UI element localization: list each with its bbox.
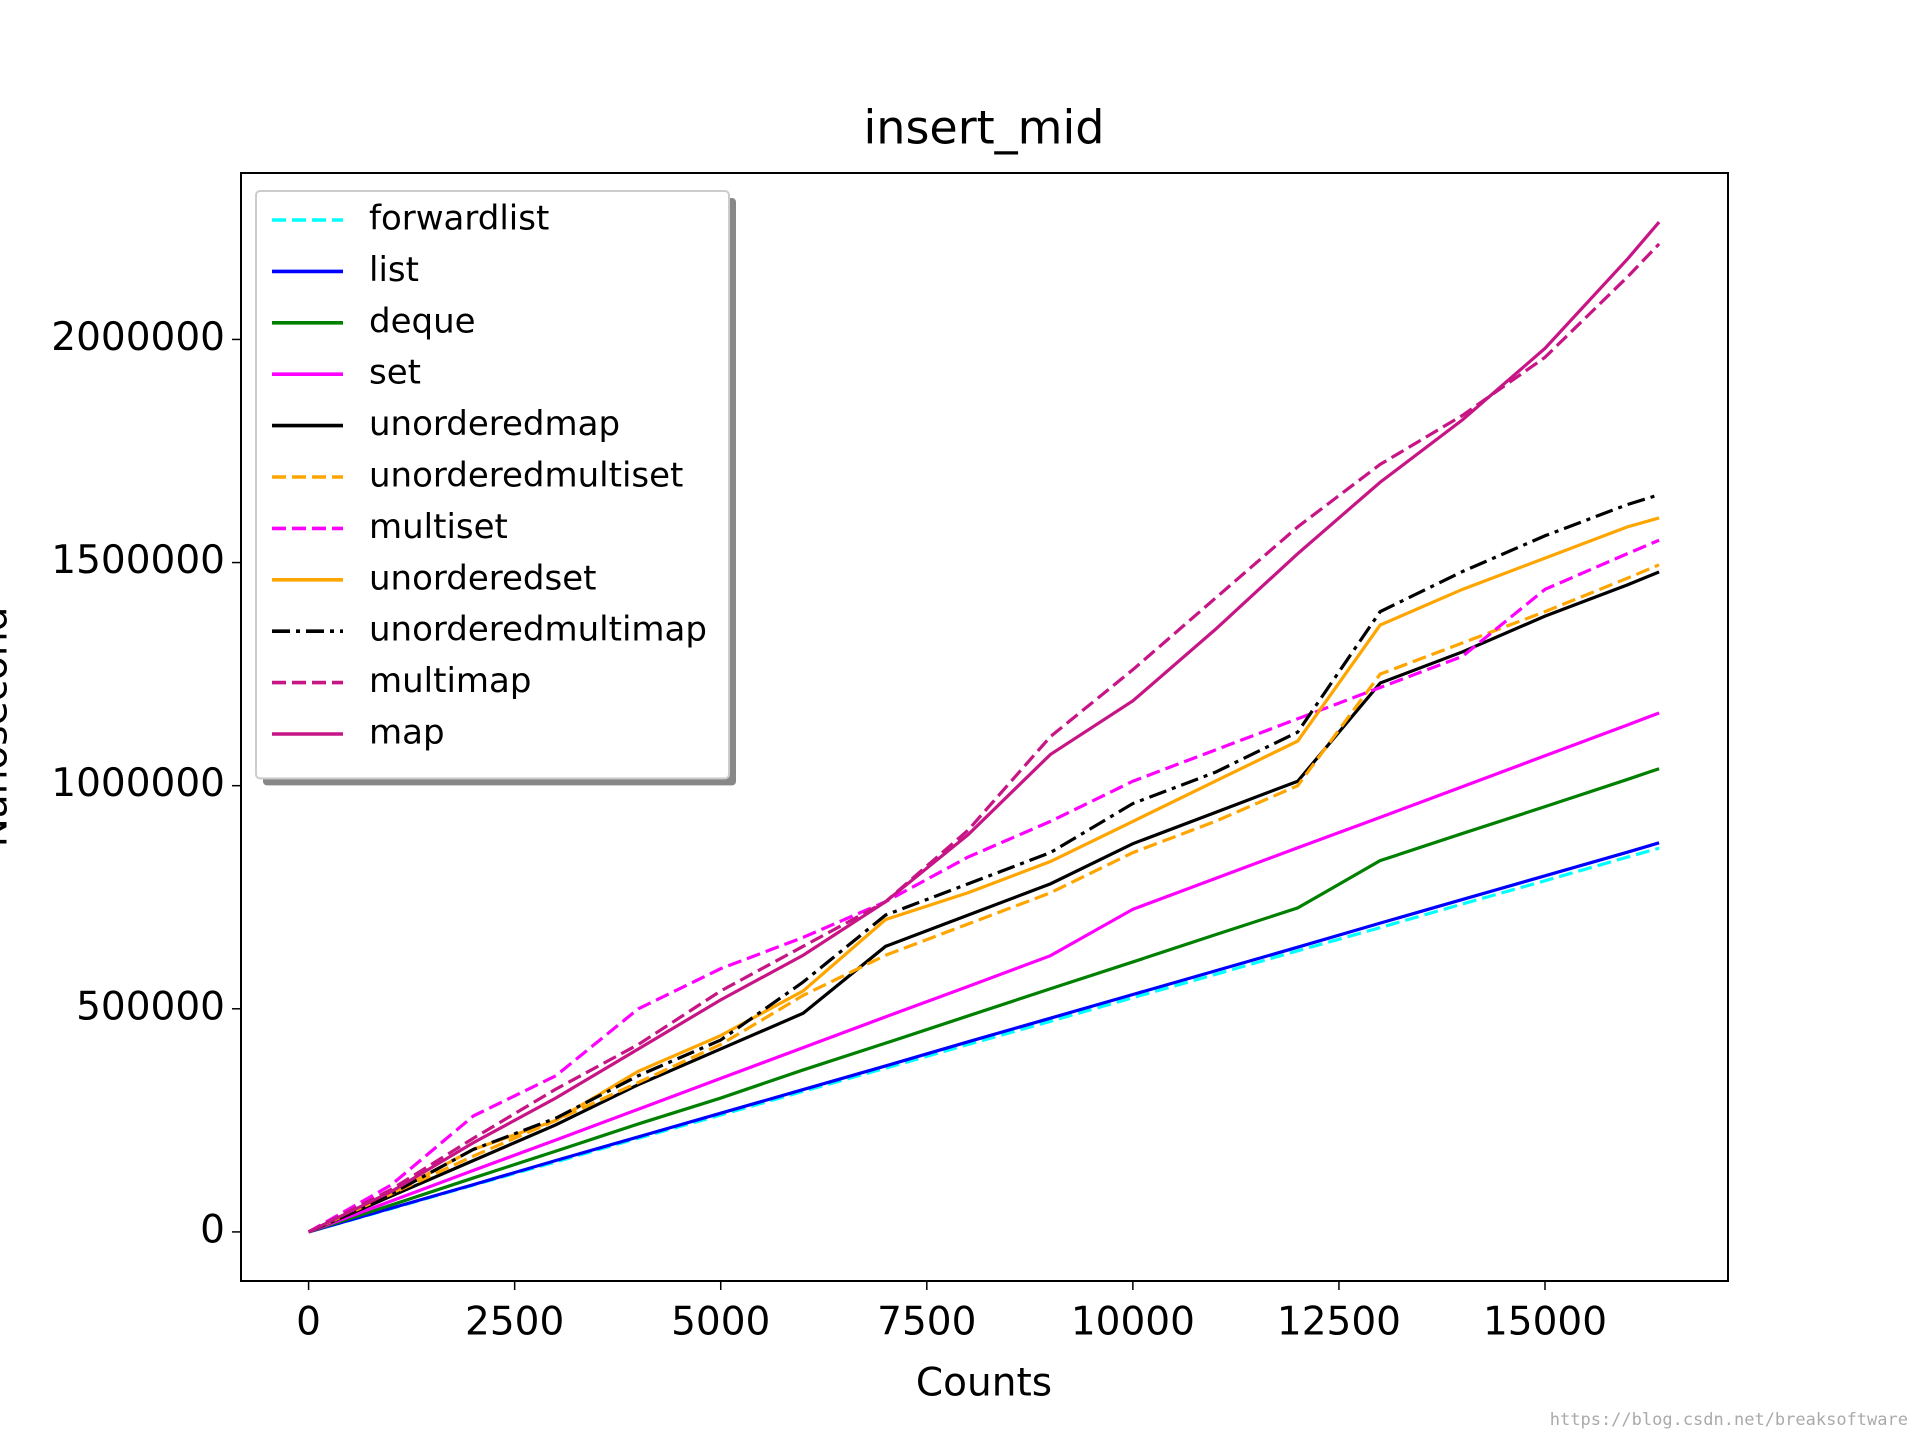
line (308, 841, 1660, 1234)
plot-frame (240, 172, 1729, 1282)
y-tick-label: 0 (200, 1207, 225, 1252)
legend-label: multimap (369, 661, 531, 701)
x-tick-label: 10000 (1071, 1300, 1195, 1345)
line (307, 221, 1661, 1234)
legend-label: map (369, 713, 445, 753)
watermark: https://blog.csdn.net/breaksoftware (1550, 1410, 1908, 1430)
line (307, 563, 1660, 1234)
legend-label: set (369, 353, 421, 393)
x-tick-label: 15000 (1483, 1300, 1607, 1345)
line (307, 242, 1661, 1234)
line (307, 516, 1660, 1234)
line (308, 711, 1660, 1234)
line (308, 767, 1660, 1234)
chart-title: insert_mid (864, 101, 1105, 155)
x-axis-label: Counts (916, 1361, 1052, 1406)
x-tick-label: 5000 (671, 1300, 770, 1345)
legend-box (255, 190, 730, 780)
x-tick-label: 7500 (877, 1300, 976, 1345)
y-tick-label: 1500000 (51, 538, 225, 583)
x-tick-label: 2500 (465, 1300, 564, 1345)
legend-label: deque (369, 301, 476, 341)
line (307, 493, 1660, 1234)
legend-label: forwardlist (369, 199, 549, 239)
legend-label: unorderedset (369, 558, 596, 598)
legend-label: unorderedmultimap (369, 610, 707, 650)
x-tick-label: 0 (296, 1300, 321, 1345)
y-tick-label: 2000000 (51, 315, 225, 360)
legend-label: list (369, 250, 419, 290)
legend-label: unorderedmap (369, 404, 620, 444)
y-tick-label: 500000 (76, 984, 225, 1029)
y-tick-label: 1000000 (51, 761, 225, 806)
legend-label: unorderedmultiset (369, 456, 683, 496)
legend-label: multiset (369, 507, 508, 547)
x-tick-label: 12500 (1277, 1300, 1401, 1345)
line (307, 570, 1660, 1234)
y-axis-label: Nanosecond (0, 607, 17, 848)
line (307, 538, 1660, 1234)
